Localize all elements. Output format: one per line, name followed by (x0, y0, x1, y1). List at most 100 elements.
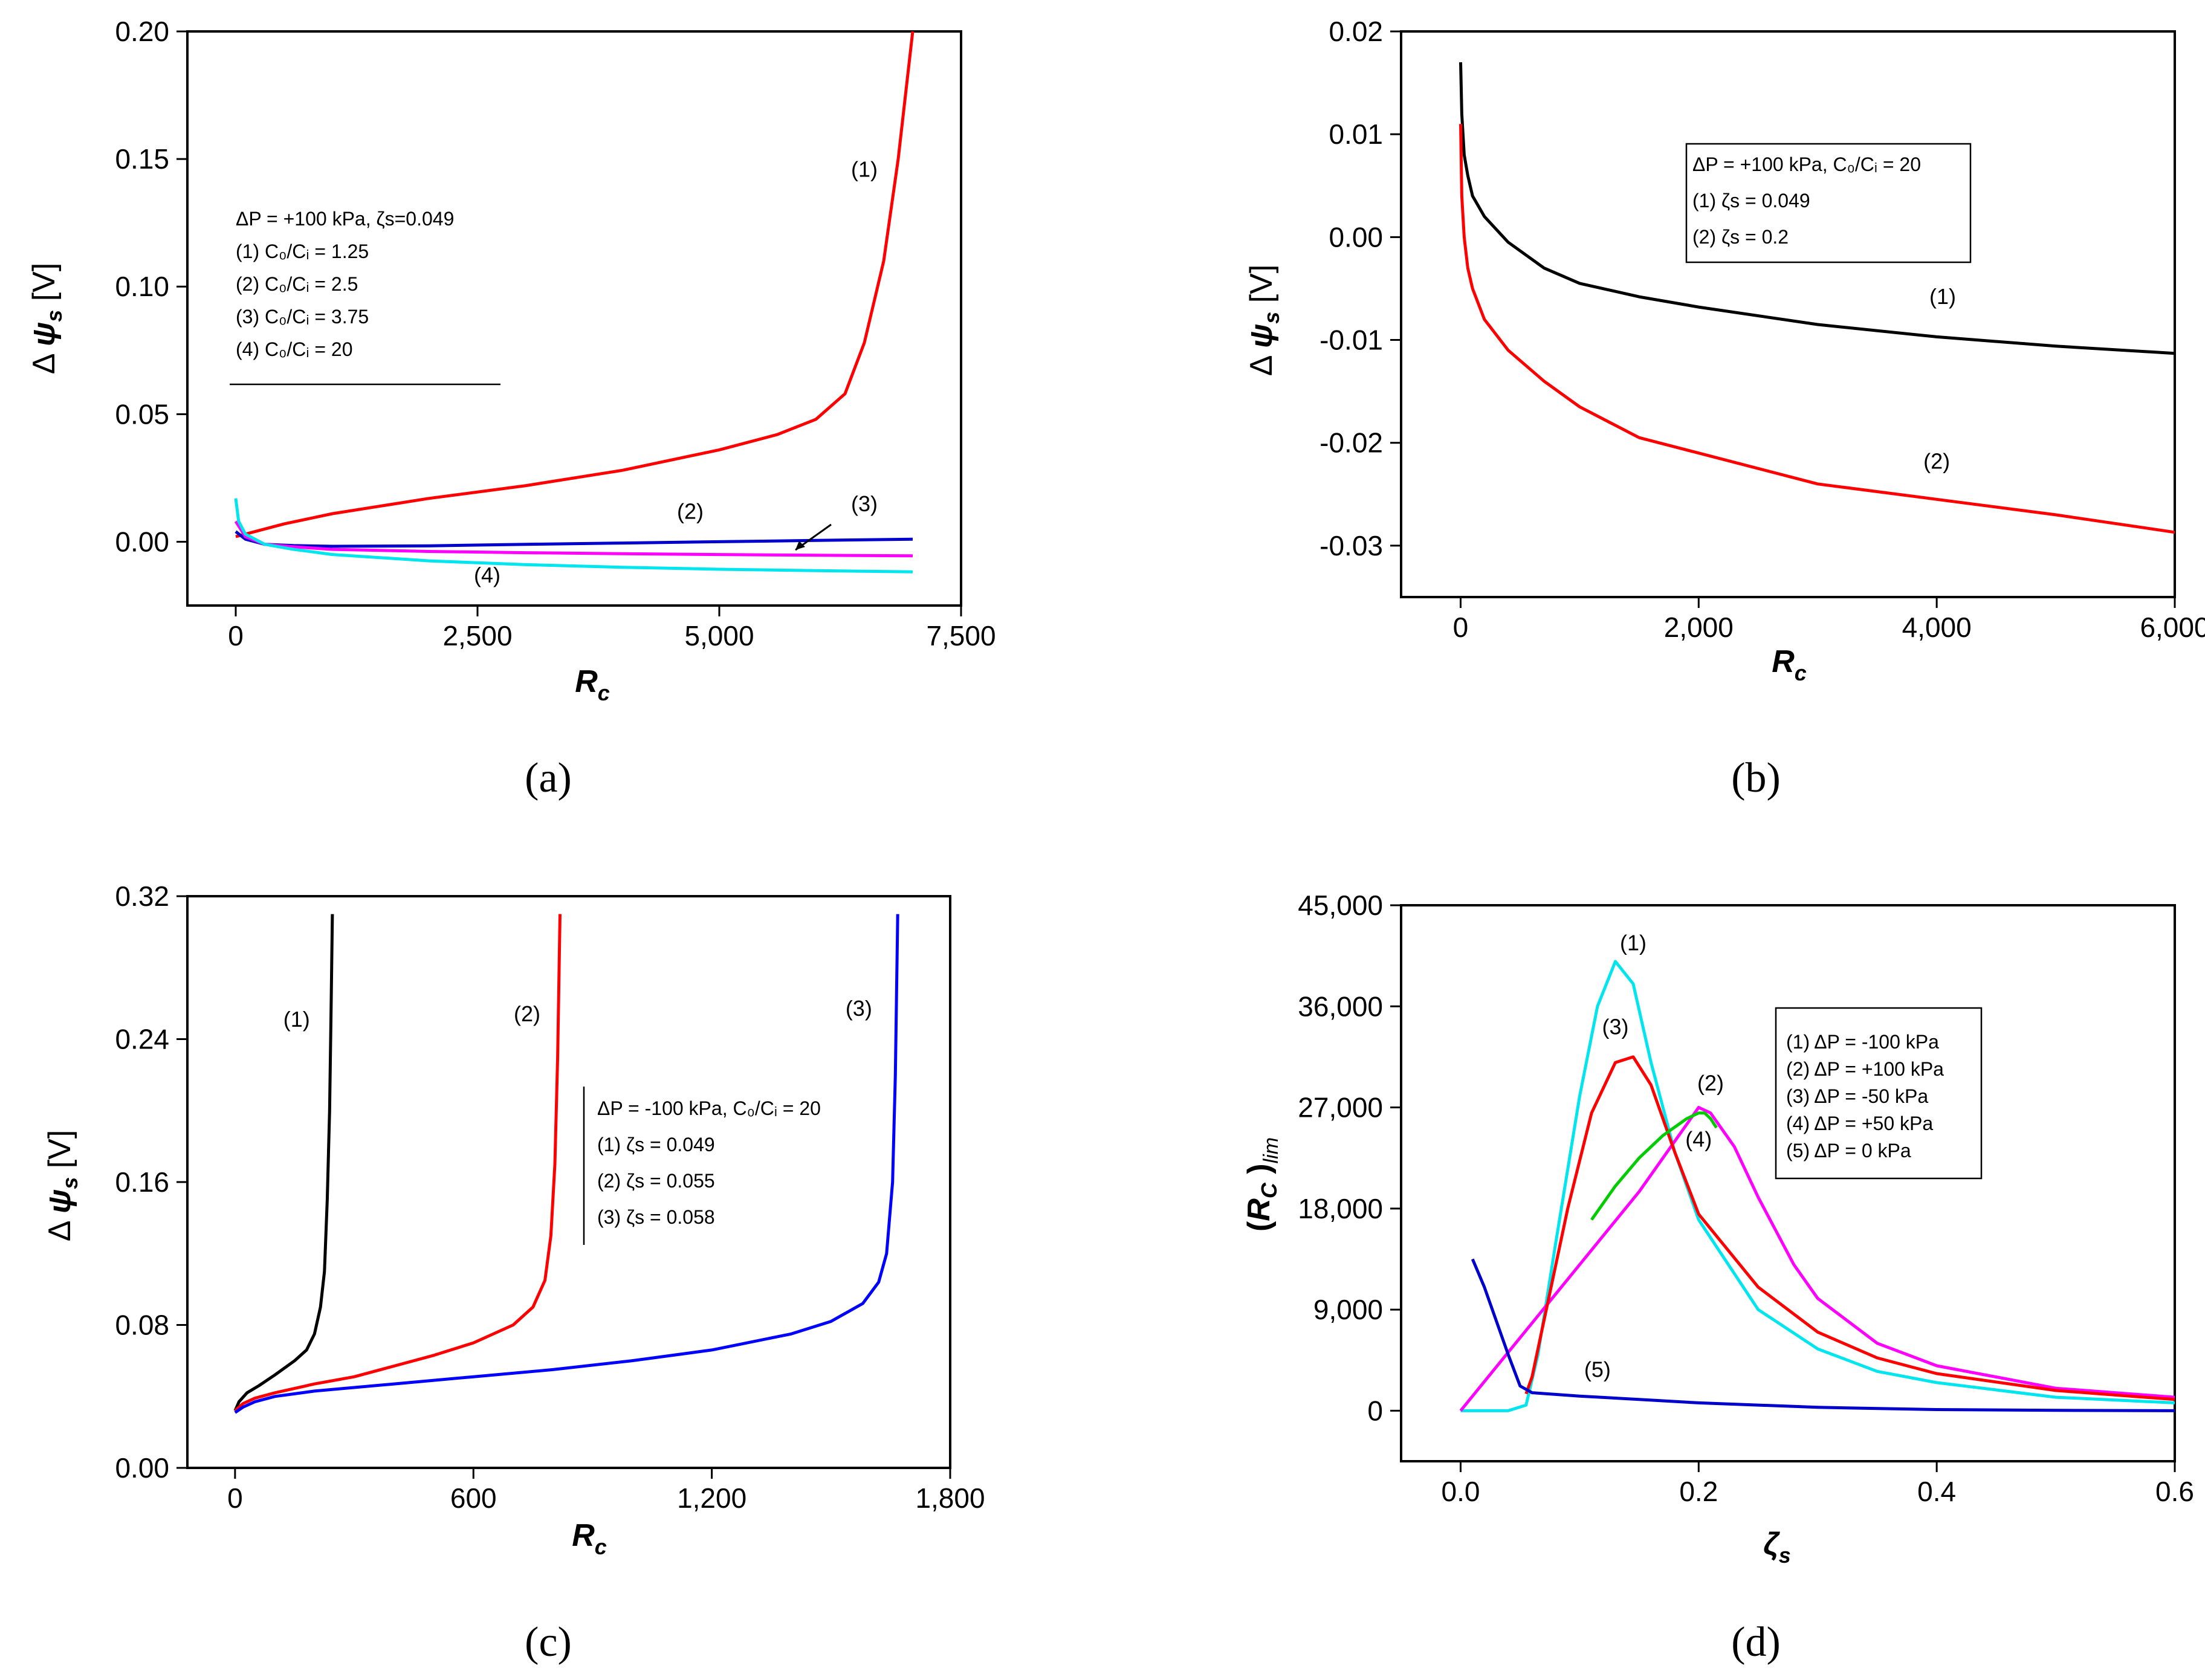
x-tick-label: 0.0 (1441, 1476, 1480, 1507)
curve-label: (1) (1929, 284, 1956, 309)
curve-label: (3) (1602, 1015, 1628, 1039)
chart-marks: 0 2,500 5,000 7,500 0.00 0.05 0.10 0.15 0.20 (1) (… (115, 16, 996, 651)
curve-label: (3) (851, 491, 878, 516)
curve-label: (5) (1584, 1357, 1611, 1382)
y-tick-label: 0.15 (115, 143, 169, 175)
chart-panel-a: 0 2,500 5,000 7,500 0.00 0.05 0.10 0.15 0.20 (1) (… (27, 16, 996, 801)
legend-title: ΔP = +100 kPa, C₀/Cᵢ = 20 (1692, 153, 1921, 175)
y-tick-label: 18,000 (1298, 1193, 1383, 1224)
plot-frame (1400, 30, 2176, 598)
legend: (1) ΔP = -100 kPa (2) ΔP = +100 kPa (3) … (1775, 1007, 1983, 1180)
legend-title: ΔP = +100 kPa, ζs=0.049 (236, 208, 454, 230)
panel-caption: (c) (525, 1619, 572, 1665)
chart-marks: 0 600 1,200 1,800 0.00 0.08 0.16 0.24 0.32 (1) (2)… (115, 880, 985, 1514)
y-tick-label: 0.01 (1329, 118, 1383, 150)
x-tick-label: 7,500 (926, 620, 996, 651)
series-line-a-4 (234, 498, 913, 573)
x-tick-label: 0 (1453, 612, 1469, 643)
legend-border (1775, 1007, 1983, 1180)
series-line-b-1 (1459, 62, 2175, 355)
curve-label: (2) (1697, 1071, 1724, 1096)
series-line-d-5 (1471, 1258, 2175, 1412)
legend-entry: (4) C₀/Cᵢ = 20 (236, 338, 352, 360)
legend-entry: (1) ζs = 0.049 (597, 1134, 715, 1155)
plot-frame (186, 895, 951, 1469)
legend-entry: (4) ΔP = +50 kPa (1786, 1113, 1933, 1134)
series-line-b-2 (1459, 124, 2175, 534)
y-tick-label: 45,000 (1298, 890, 1383, 921)
series-line-d-3 (1524, 1055, 2175, 1401)
chart-marks: 0 2,000 4,000 6,000 -0.03 -0.02 -0.01 0.00 0.01 0… (1319, 16, 2205, 643)
x-tick-label: 0 (227, 1482, 243, 1514)
legend-entry: (3) ΔP = -50 kPa (1786, 1085, 1928, 1107)
series-3-pointer-head (795, 541, 805, 550)
y-tick-label: 0.20 (115, 16, 169, 47)
x-tick-label: 0.2 (1679, 1476, 1718, 1507)
curve-label: (2) (1923, 448, 1950, 473)
panel-caption: (d) (1731, 1619, 1781, 1665)
y-tick-label: -0.02 (1319, 427, 1383, 459)
y-axis-label: (RC )lim (1242, 1137, 1283, 1232)
series-line-c-2 (234, 914, 562, 1412)
y-tick-label: 0.00 (115, 1452, 169, 1484)
curve-label: (2) (677, 499, 704, 523)
curve-label: (3) (846, 996, 872, 1021)
y-tick-label: 0.02 (1329, 16, 1383, 47)
y-tick-label: 0 (1367, 1395, 1383, 1426)
y-tick-label: -0.03 (1319, 530, 1383, 561)
legend: ΔP = -100 kPa, C₀/Cᵢ = 20 (1) ζs = 0.049… (583, 1087, 821, 1245)
y-tick-label: -0.01 (1319, 325, 1383, 356)
chart-marks: 0.0 0.2 0.4 0.6 0 9,000 18,000 27,000 36,000 45,0… (1298, 890, 2194, 1507)
x-tick-label: 0 (228, 620, 244, 651)
chart-panel-d: 0.0 0.2 0.4 0.6 0 9,000 18,000 27,000 36,000 45,0… (1242, 890, 2194, 1665)
legend-entry: (1) ζs = 0.049 (1692, 190, 1810, 212)
y-tick-label: 0.05 (115, 398, 169, 430)
y-tick-label: 27,000 (1298, 1092, 1383, 1123)
legend-entry: (1) ΔP = -100 kPa (1786, 1031, 1939, 1053)
y-tick-label: 0.08 (115, 1310, 169, 1341)
curve-label: (1) (851, 157, 878, 182)
series-line-a-1 (235, 31, 915, 538)
curve-label: (4) (1685, 1127, 1712, 1152)
plot-frame (186, 30, 962, 607)
legend-entry: (3) ζs = 0.058 (597, 1206, 715, 1228)
legend-title: ΔP = -100 kPa, C₀/Cᵢ = 20 (597, 1097, 821, 1119)
legend-entry: (2) ΔP = +100 kPa (1786, 1058, 1944, 1080)
y-tick-label: 0.16 (115, 1166, 169, 1198)
series-line-d-2 (1459, 1106, 2175, 1412)
series-line-d-1 (1460, 960, 2175, 1412)
legend-border (1685, 143, 1972, 263)
x-axis-label: Rc (572, 1518, 607, 1559)
legend-entry: (5) ΔP = 0 kPa (1786, 1140, 1911, 1161)
y-tick-label: 0.10 (115, 271, 169, 302)
y-tick-label: 0.00 (1329, 221, 1383, 253)
legend-entry: (3) C₀/Cᵢ = 3.75 (236, 306, 369, 328)
chart-panel-b: 0 2,000 4,000 6,000 -0.03 -0.02 -0.01 0.00 0.01 0… (1244, 16, 2205, 801)
y-tick-label: 36,000 (1298, 990, 1383, 1022)
chart-panel-c: 0 600 1,200 1,800 0.00 0.08 0.16 0.24 0.32 (1) (2)… (42, 880, 985, 1665)
series-line-c-3 (234, 914, 899, 1414)
x-axis-label: ζs (1763, 1527, 1791, 1568)
x-tick-label: 0.4 (1917, 1476, 1956, 1507)
legend-entry: (2) ζs = 0.2 (1692, 226, 1789, 248)
y-axis-label: Δ ψs [V] (27, 263, 66, 375)
y-tick-label: 0.32 (115, 880, 169, 912)
x-tick-label: 1,200 (677, 1482, 746, 1514)
curve-label: (1) (283, 1007, 310, 1032)
series-line-c-1 (233, 914, 334, 1412)
legend: ΔP = +100 kPa, C₀/Cᵢ = 20 (1) ζs = 0.049… (1685, 143, 1972, 263)
y-axis-label: Δ ψs [V] (42, 1130, 82, 1242)
legend: ΔP = +100 kPa, ζs=0.049 (1) C₀/Cᵢ = 1.25… (230, 208, 500, 386)
x-axis-label: Rc (575, 664, 610, 705)
x-tick-label: 6,000 (2140, 612, 2205, 643)
x-tick-label: 0.6 (2155, 1476, 2194, 1507)
x-tick-label: 2,500 (442, 620, 512, 651)
y-tick-label: 0.24 (115, 1024, 169, 1055)
series-line-d-4 (1590, 1111, 1718, 1221)
x-axis-label: Rc (1772, 644, 1807, 685)
plot-frame (1400, 904, 2176, 1462)
y-tick-label: 0.00 (115, 526, 169, 557)
panel-caption: (b) (1731, 755, 1781, 801)
x-tick-label: 5,000 (684, 620, 754, 651)
